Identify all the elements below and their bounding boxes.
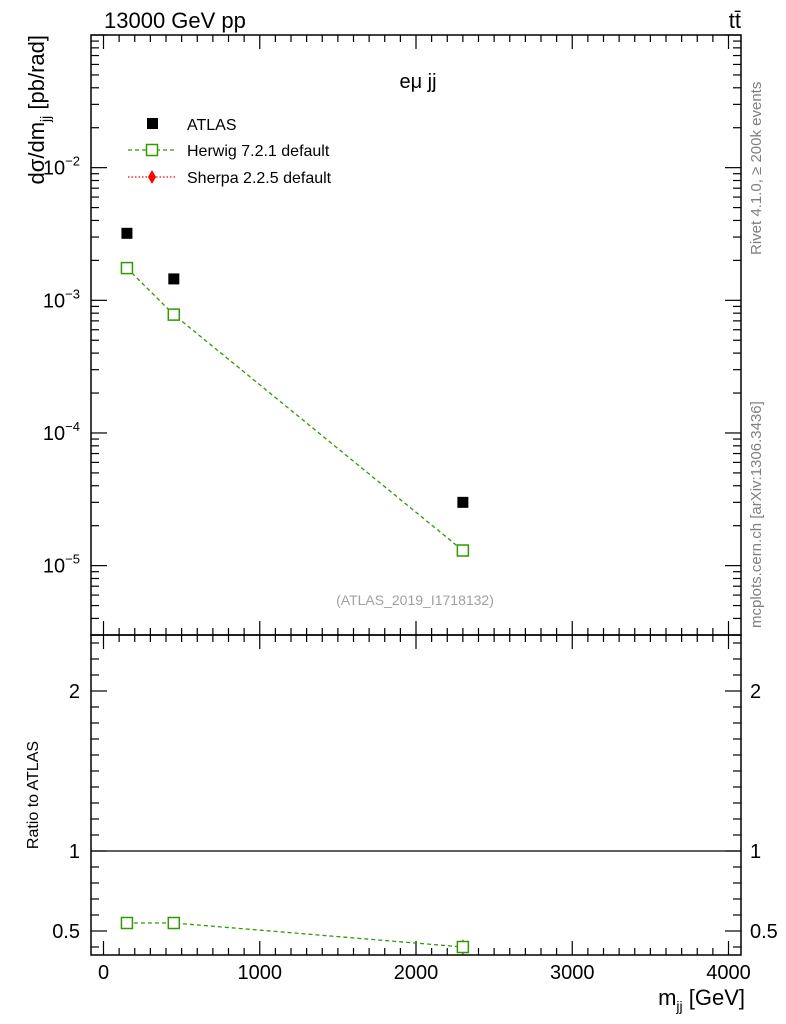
ratio-plot-frame: [90, 634, 742, 956]
ratio-series-layer: [120, 916, 470, 955]
herwig-ratio-point: [120, 916, 134, 930]
legend-atlas-marker: [147, 118, 158, 129]
energy-label: 13000 GeV pp: [104, 8, 246, 33]
legend-entry-sherpa: Sherpa 2.2.5 default: [128, 170, 332, 187]
ratio-axis-ticks: [91, 642, 741, 948]
x-tick-label: 3000: [550, 962, 595, 984]
legend-herwig-label: Herwig 7.2.1 default: [187, 143, 330, 160]
herwig-point: [167, 308, 181, 321]
ratio-y-tick-labels: 0.5 0.5 1 1 2 2: [52, 681, 778, 943]
ratio-y-tick-label-right: 1: [750, 841, 761, 863]
legend-sherpa-label: Sherpa 2.2.5 default: [187, 170, 332, 187]
x-tick-label: 0: [98, 962, 109, 984]
ratio-y-tick-label-left: 2: [69, 681, 80, 703]
atlas-point: [168, 273, 180, 285]
ratio-y-tick-label-left: 1: [69, 841, 80, 863]
ratio-y-tick-label-right: 0.5: [750, 921, 778, 943]
herwig-ratio-point: [456, 940, 470, 954]
legend-entry-atlas: ATLAS: [147, 117, 237, 134]
x-tick-labels: 0 1000 2000 3000 4000: [98, 962, 751, 984]
atlas-point: [121, 227, 133, 239]
legend-herwig-marker: [145, 143, 159, 157]
main-y-tick-label: 10−5: [43, 552, 80, 578]
x-tick-label: 4000: [706, 962, 751, 984]
main-series-layer: [120, 227, 470, 557]
x-tick-label: 2000: [394, 962, 439, 984]
herwig-point: [456, 544, 470, 557]
mcplots-label: mcplots.cern.ch [arXiv:1306.3436]: [748, 401, 765, 628]
main-y-tick-label: 10−2: [43, 154, 80, 180]
herwig-ratio-line: [126, 922, 463, 948]
ratio-y-axis-title: Ratio to ATLAS: [25, 741, 42, 849]
x-axis-title: mjj [GeV]: [658, 985, 745, 1014]
main-y-tick-labels: 10−5 10−4 10−3 10−2: [43, 154, 80, 578]
panel-title: eμ jj: [399, 71, 436, 93]
analysis-watermark: (ATLAS_2019_I1718132): [336, 592, 494, 608]
ratio-y-tick-label-left: 0.5: [52, 921, 80, 943]
legend: ATLAS Herwig 7.2.1 default Sherpa 2.2.5 …: [128, 117, 332, 187]
rivet-version-label: Rivet 4.1.0, ≥ 200k events: [748, 82, 765, 255]
ratio-y-tick-label-right: 2: [750, 681, 761, 703]
legend-entry-herwig: Herwig 7.2.1 default: [128, 143, 330, 160]
herwig-point: [120, 261, 134, 275]
process-label: tt̄: [729, 8, 741, 33]
main-y-axis-title: dσ/dmjj [pb/rad]: [24, 35, 53, 184]
atlas-point: [457, 496, 469, 508]
herwig-ratio-point: [167, 916, 181, 930]
x-tick-label: 1000: [238, 962, 283, 984]
main-axis-ticks: [91, 34, 741, 636]
legend-sherpa-marker: [148, 170, 156, 184]
main-y-tick-label: 10−4: [43, 419, 80, 445]
main-y-tick-label: 10−3: [43, 286, 80, 312]
legend-atlas-label: ATLAS: [187, 117, 237, 134]
x-axis-ticks: [102, 35, 730, 955]
